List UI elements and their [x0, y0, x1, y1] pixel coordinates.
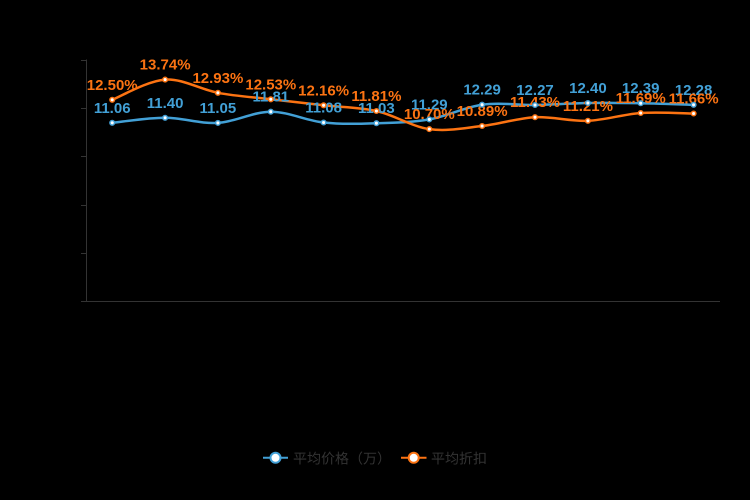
svg-text:12.27: 12.27: [516, 82, 554, 99]
svg-text:12.29: 12.29: [463, 82, 501, 99]
svg-text:11.29: 11.29: [411, 96, 448, 113]
svg-text:12.39: 12.39: [622, 80, 660, 97]
svg-text:12.28: 12.28: [675, 82, 713, 99]
svg-text:10.89%: 10.89%: [457, 103, 508, 120]
svg-text:11.06: 11.06: [94, 100, 131, 117]
svg-text:11.66%: 11.66%: [669, 91, 719, 108]
svg-text:12.40: 12.40: [569, 80, 607, 97]
svg-text:12.53%: 12.53%: [245, 76, 296, 93]
svg-text:12.93%: 12.93%: [192, 70, 243, 87]
svg-text:12.50%: 12.50%: [87, 77, 138, 94]
svg-text:12.16%: 12.16%: [298, 82, 349, 99]
svg-text:11.21%: 11.21%: [563, 98, 613, 115]
svg-text:11.05: 11.05: [200, 100, 237, 117]
svg-text:11.81%: 11.81%: [351, 88, 401, 105]
svg-text:10.70%: 10.70%: [404, 106, 455, 123]
svg-text:11.69%: 11.69%: [616, 90, 666, 107]
svg-text:11.40: 11.40: [147, 95, 184, 112]
svg-text:13.74%: 13.74%: [140, 57, 191, 74]
